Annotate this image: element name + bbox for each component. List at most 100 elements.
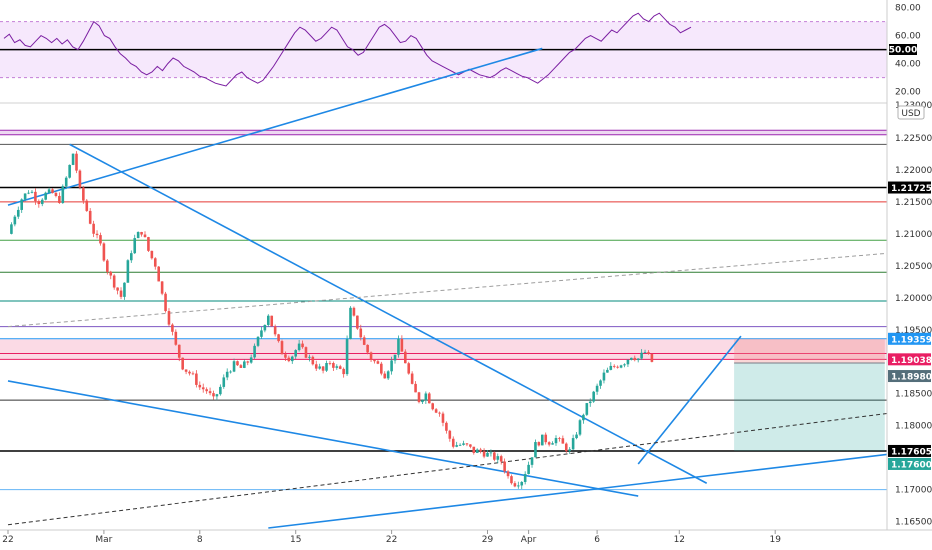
candle-body [23, 193, 27, 200]
candle-body [332, 363, 335, 368]
trend-line[interactable] [7, 380, 639, 497]
candle-body [486, 452, 489, 457]
candle-body [10, 224, 13, 234]
level-badge-background [888, 181, 931, 194]
date-tick-label: 6 [594, 535, 600, 545]
candle-body [44, 192, 47, 200]
candle-body [609, 365, 613, 370]
candle-body [564, 443, 568, 451]
unit-badge[interactable]: USD [897, 105, 925, 120]
candle-body [623, 364, 626, 366]
candle-body [362, 337, 366, 345]
candle-body [215, 394, 219, 397]
candle-body [359, 328, 363, 338]
target-price-badge-background [888, 457, 931, 470]
candle-body [527, 464, 530, 475]
trend-line[interactable] [7, 47, 543, 206]
rsi-axis[interactable]: 80.00 60.00 40.00 20.00 [895, 4, 921, 98]
candle-body [253, 345, 256, 358]
rsi-tick-label: 20.00 [895, 88, 921, 98]
candle-body [582, 414, 585, 421]
price-axis[interactable]: 1.22500 1.22000 1.21500 1.21000 1.20500 1.200… [895, 101, 932, 528]
candle-body [493, 452, 496, 460]
candle-body [71, 153, 75, 165]
time-axis[interactable]: 22 Mar 8 15 22 29 Apr 6 12 19 [2, 530, 781, 545]
current-price-badge-background [888, 370, 931, 383]
trend-lines[interactable] [7, 47, 932, 529]
price-tick-label: 1.19500 [895, 326, 932, 336]
candle-body [109, 271, 113, 276]
candle-body [499, 456, 503, 462]
trend-line[interactable] [7, 247, 932, 328]
candle-body [116, 287, 119, 291]
candle-body [383, 373, 387, 379]
take-profit-zone[interactable] [734, 363, 885, 451]
candle-body [404, 351, 407, 364]
rsi-series-line [3, 12, 692, 87]
candle-body [647, 352, 650, 354]
stop-loss-zone[interactable] [734, 338, 885, 364]
candle-body [469, 444, 472, 447]
trend-line[interactable] [69, 143, 708, 484]
price-badges: 1.21725 1.19359 1.19038 1.17605 1.18980 1.176… [888, 181, 932, 470]
candle-body [130, 253, 133, 261]
date-tick-label: 22 [2, 535, 13, 545]
current-price-badge-label: 1.18980 [891, 373, 932, 383]
candle-body [352, 307, 356, 316]
candle-body [602, 372, 606, 381]
candle-body [523, 474, 527, 482]
candle-body [157, 266, 160, 282]
trend-line[interactable] [268, 445, 932, 529]
price-tick-label: 1.20500 [895, 262, 932, 272]
candle-body [267, 315, 270, 325]
candle-body [517, 485, 520, 487]
supply-zone [0, 130, 887, 135]
candle-body [201, 387, 205, 390]
candle-body [54, 192, 58, 196]
candle-body [475, 449, 479, 453]
candle-body [427, 393, 431, 404]
candle-body [181, 357, 184, 370]
candle-body [284, 354, 287, 358]
candle-body [112, 275, 116, 288]
level-badge-label: 1.19038 [891, 356, 932, 366]
candle-body [633, 357, 637, 361]
candle-body [349, 307, 352, 340]
candle-body [82, 187, 85, 201]
rsi-tick-label: 60.00 [895, 32, 921, 42]
candle-body [119, 290, 123, 297]
candle-body [328, 363, 332, 364]
candle-body [95, 233, 99, 236]
candle-body [585, 403, 589, 415]
candle-body [16, 209, 20, 217]
candle-body [13, 216, 17, 225]
candle-body [503, 461, 506, 472]
candle-body [575, 434, 578, 439]
candle-body [270, 315, 274, 327]
candle-body [75, 153, 78, 171]
candle-body [126, 260, 130, 283]
candle-body [20, 199, 23, 210]
candle-body [78, 170, 82, 188]
candle-body [171, 324, 174, 332]
target-price-badge-label: 1.17600 [891, 460, 932, 470]
candle-body [431, 403, 434, 410]
level-badge-background [888, 353, 931, 366]
trend-line[interactable] [7, 403, 932, 526]
candle-body [325, 363, 328, 371]
candle-body [174, 331, 178, 345]
candle-body [561, 438, 565, 444]
candle-body [92, 223, 95, 234]
candle-body [496, 456, 500, 460]
candle-body [554, 437, 558, 444]
candle-body [236, 361, 239, 366]
candle-body [150, 250, 154, 259]
candle-body [167, 311, 171, 325]
candle-body [489, 452, 493, 454]
candle-body [407, 363, 411, 374]
level-badge-background [888, 332, 931, 345]
candle-body [184, 369, 188, 372]
candle-body [424, 393, 428, 401]
position-box[interactable] [734, 338, 885, 451]
